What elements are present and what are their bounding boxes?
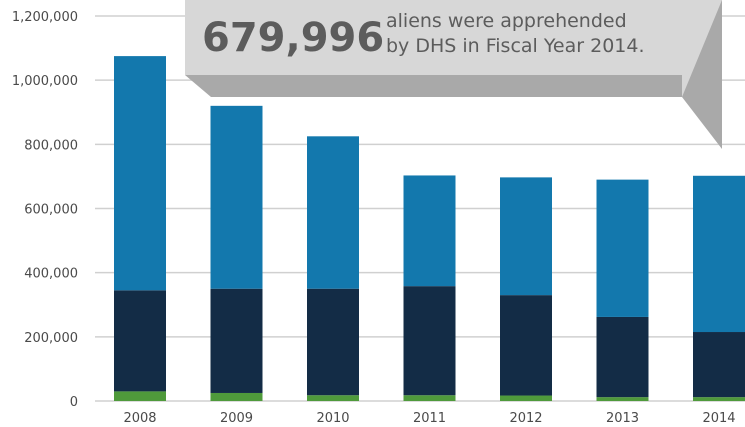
bar-segment [500, 295, 552, 396]
bar-segment [693, 332, 745, 398]
y-tick-label: 600,000 [24, 203, 78, 218]
callout-box [185, 0, 682, 75]
y-tick-label: 1,200,000 [12, 10, 78, 25]
y-tick-label: 1,000,000 [12, 74, 78, 89]
callout-number: 679,996 [202, 15, 384, 61]
bar-segment [114, 56, 166, 291]
bar-segment [210, 105, 263, 289]
bar-segment [307, 288, 359, 396]
bar-segment [500, 395, 552, 401]
callout-banner: 679,996 aliens were apprehended by DHS i… [185, 0, 722, 149]
bar-segment [693, 397, 745, 401]
bar-segment [307, 395, 359, 401]
bar-segment [596, 179, 649, 317]
y-tick-label: 0 [70, 395, 78, 410]
bar-segment [210, 392, 263, 401]
bar-segment [596, 316, 649, 398]
callout-line-1: aliens were apprehended [386, 10, 627, 32]
x-axis: 2008 2009 2010 2011 2012 2013 2014 [123, 411, 735, 426]
bar-segment [403, 175, 456, 287]
y-tick-label: 400,000 [24, 267, 78, 282]
callout-shadow [185, 75, 682, 97]
bar-segment [114, 391, 166, 401]
x-tick-label: 2008 [123, 411, 156, 426]
x-tick-label: 2012 [509, 411, 542, 426]
bar-segment [403, 395, 456, 401]
bar-segment [307, 136, 359, 289]
x-tick-label: 2013 [606, 411, 639, 426]
bars [114, 56, 745, 401]
x-tick-label: 2014 [702, 411, 735, 426]
callout-line-2: by DHS in Fiscal Year 2014. [386, 35, 645, 57]
x-tick-label: 2010 [316, 411, 349, 426]
y-tick-label: 800,000 [24, 138, 78, 153]
y-axis: 0 200,000 400,000 600,000 800,000 1,000,000 1,… [12, 10, 78, 410]
bar-segment [114, 290, 166, 392]
bar-segment [693, 175, 745, 333]
bar-segment [403, 286, 456, 396]
bar-segment [596, 397, 649, 401]
bar-segment [210, 288, 263, 393]
y-tick-label: 200,000 [24, 331, 78, 346]
bar-segment [500, 177, 552, 296]
x-tick-label: 2011 [413, 411, 446, 426]
x-tick-label: 2009 [220, 411, 253, 426]
